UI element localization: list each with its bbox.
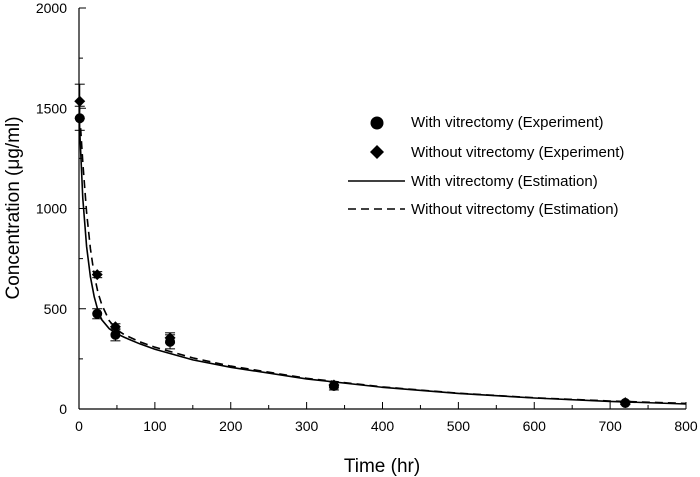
x-tick-label: 400 (371, 418, 395, 434)
legend-label: Without vitrectomy (Estimation) (411, 201, 619, 218)
data-point-with-vitrectomy (110, 329, 121, 340)
legend-item-with-vitrectomy-experiment: With vitrectomy (Experiment) (370, 114, 604, 131)
x-tick-label: 800 (674, 418, 698, 434)
series-lines (78, 102, 687, 405)
legend-label: Without vitrectomy (Experiment) (411, 144, 624, 161)
y-tick-label: 0 (59, 401, 67, 417)
data-point-without-vitrectomy (619, 397, 631, 409)
data-point-without-vitrectomy (164, 332, 176, 344)
legend-item-with-vitrectomy-estimation: With vitrectomy (Estimation) (348, 173, 598, 190)
x-tick-label: 600 (523, 418, 547, 434)
tick-labels: 0 100 200 300 400 500 600 700 800 0 500 1000 1500 200… (36, 0, 698, 434)
data-point-with-vitrectomy (92, 308, 103, 319)
legend-label: With vitrectomy (Experiment) (411, 114, 604, 131)
y-tick-label: 500 (44, 301, 68, 317)
x-axis-title: Time (hr) (344, 456, 420, 477)
y-tick-label: 2000 (36, 0, 67, 16)
data-point-without-vitrectomy (328, 379, 340, 391)
legend-diamond-marker (370, 145, 384, 159)
x-tick-label: 100 (143, 418, 167, 434)
data-point-without-vitrectomy (109, 321, 121, 333)
x-tick-label: 500 (447, 418, 471, 434)
series-points (74, 83, 631, 409)
x-tick-label: 300 (295, 418, 319, 434)
legend-circle-marker (370, 116, 384, 130)
data-point-without-vitrectomy (74, 95, 86, 107)
x-tick-label: 700 (598, 418, 622, 434)
x-tick-label: 0 (75, 418, 83, 434)
data-point-without-vitrectomy (91, 269, 103, 281)
axes (78, 7, 687, 410)
x-tick-label: 200 (219, 418, 243, 434)
legend-item-without-vitrectomy-experiment: Without vitrectomy (Experiment) (370, 144, 624, 161)
y-tick-label: 1500 (36, 100, 67, 116)
y-axis-title: Concentration (μg/ml) (3, 116, 24, 299)
estimation-line-without-vitrectomy (78, 102, 687, 405)
y-tick-label: 1000 (36, 201, 67, 217)
legend: With vitrectomy (Experiment) Without vit… (348, 114, 624, 218)
legend-label: With vitrectomy (Estimation) (411, 173, 598, 190)
legend-item-without-vitrectomy-estimation: Without vitrectomy (Estimation) (348, 201, 619, 218)
estimation-line-with-vitrectomy (78, 114, 687, 405)
